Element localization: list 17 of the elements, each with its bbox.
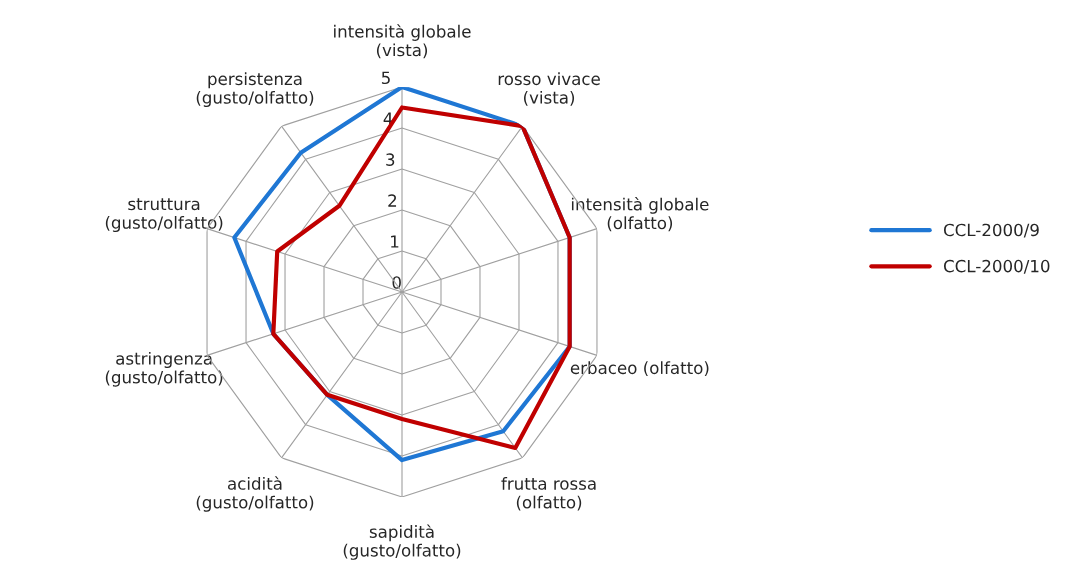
spoke-label: frutta rossa (olfatto) — [501, 476, 596, 511]
spoke-label: struttura (gusto/olfatto) — [105, 198, 223, 233]
spoke-label: persistenza (gusto/olfatto) — [196, 72, 314, 108]
spoke-label: intensità globale (olfatto) — [571, 196, 709, 232]
y-tick-label: 0 — [392, 276, 401, 289]
spoke-label: erbaceo (olfatto) — [570, 361, 709, 377]
y-tick-label: 5 — [381, 71, 390, 85]
spoke-label: acidità (gusto/olfatto) — [196, 476, 314, 512]
spoke-label: sapidità (gusto/olfatto) — [343, 524, 461, 560]
legend-label: CCL-2000/10 — [943, 259, 1050, 274]
legend-label: CCL-2000/9 — [943, 223, 1039, 238]
y-tick-label: 3 — [386, 153, 395, 166]
y-tick-label: 1 — [391, 235, 399, 248]
spoke-label: rosso vivace (vista) — [498, 72, 600, 106]
spoke-label: astringenza (gusto/olfatto) — [105, 351, 223, 387]
y-tick-label: 2 — [388, 194, 397, 207]
spoke-label: intensità globale (vista) — [334, 24, 471, 59]
